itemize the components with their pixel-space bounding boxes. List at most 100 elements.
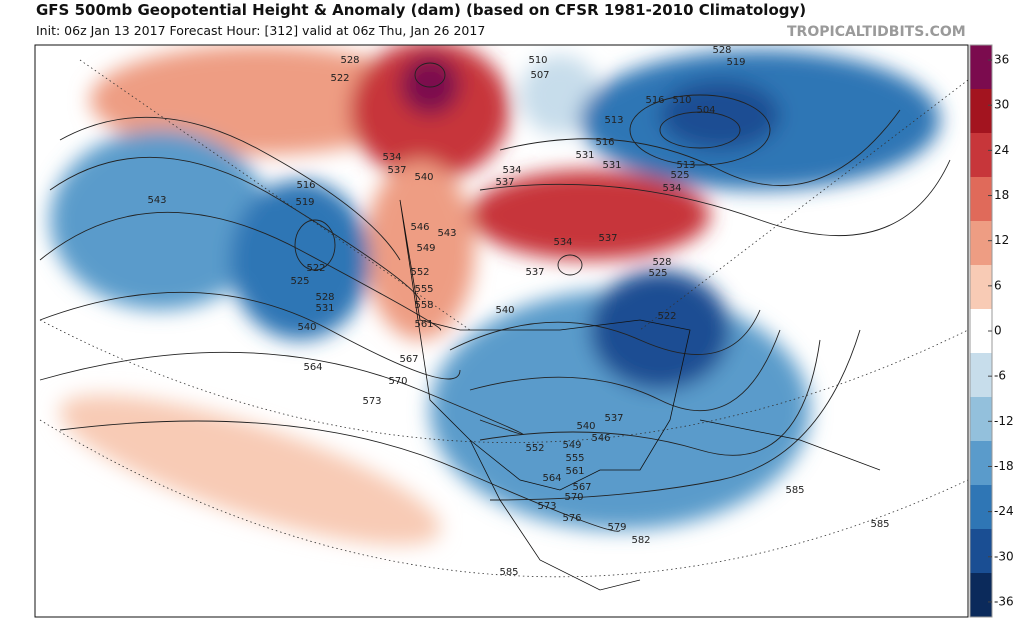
contour-label: 546	[410, 222, 429, 233]
colorbar-segment	[970, 309, 992, 354]
contour-label: 507	[530, 70, 549, 81]
graticule	[39, 59, 968, 578]
contour-label: 537	[525, 267, 544, 278]
contour-label: 576	[562, 513, 581, 524]
contour-label: 561	[565, 466, 584, 477]
contour-label: 564	[542, 473, 561, 484]
contour-label: 549	[416, 243, 435, 254]
contour-label: 513	[604, 115, 623, 126]
subtitle: Init: 06z Jan 13 2017 Forecast Hour: [31…	[36, 23, 485, 38]
contour-label: 534	[502, 165, 521, 176]
contour-label: 510	[672, 95, 691, 106]
contour-label: 561	[414, 319, 433, 330]
contour-label: 564	[303, 362, 322, 373]
contour-label: 525	[648, 268, 667, 279]
contour-label: 537	[495, 177, 514, 188]
colorbar-label: 12	[994, 233, 1009, 247]
colorbar-label: -18	[994, 459, 1014, 473]
colorbar-segment	[970, 397, 992, 442]
contour-label: 540	[495, 305, 514, 316]
contour-label: 537	[387, 165, 406, 176]
colorbar-segment	[970, 573, 992, 618]
colorbar-segment	[970, 441, 992, 486]
contour-label: 516	[645, 95, 664, 106]
contour-label: 552	[410, 267, 429, 278]
colorbar-label: 24	[994, 143, 1009, 157]
map-frame	[34, 44, 969, 618]
contour-label: 528	[315, 292, 334, 303]
title: GFS 500mb Geopotential Height & Anomaly …	[36, 1, 806, 19]
contour-label: 519	[726, 57, 745, 68]
colorbar-label: -36	[994, 594, 1014, 608]
colorbar-label: -24	[994, 504, 1014, 518]
colorbar-label: 6	[994, 278, 1002, 292]
contour-label: 528	[340, 55, 359, 66]
contour-label: 534	[662, 183, 681, 194]
contour-label: 528	[652, 257, 671, 268]
contour-label: 567	[572, 482, 591, 493]
contour-label: 540	[576, 421, 595, 432]
contour-label: 522	[330, 73, 349, 84]
contour-label: 516	[595, 137, 614, 148]
contour-label: 531	[315, 303, 334, 314]
contour-label: 585	[785, 485, 804, 496]
contour-label: 531	[575, 150, 594, 161]
colorbar-segment	[970, 529, 992, 574]
height-contours	[39, 62, 951, 532]
colorbar-segment	[970, 265, 992, 310]
contour-label: 543	[437, 228, 456, 239]
contour-label: 534	[382, 152, 401, 163]
contour-label: 582	[631, 535, 650, 546]
contour-label: 510	[528, 55, 547, 66]
contour-label: 522	[306, 263, 325, 274]
contour-label: 585	[870, 519, 889, 530]
colorbar-label: -12	[994, 414, 1014, 428]
contour-label: 555	[414, 284, 433, 295]
contour-label: 516	[296, 180, 315, 191]
colorbar-label: -30	[994, 549, 1014, 563]
colorbar-label: 30	[994, 98, 1009, 112]
colorbar-segment	[970, 221, 992, 266]
colorbar-segment	[970, 133, 992, 178]
contour-label: 537	[598, 233, 617, 244]
contour-label: 573	[362, 396, 381, 407]
colorbar-label: -6	[994, 369, 1006, 383]
colorbar-label: 18	[994, 188, 1009, 202]
colorbar-segment	[970, 89, 992, 134]
contour-label: 570	[388, 376, 407, 387]
colorbar-segment	[970, 485, 992, 530]
contour-label: 540	[297, 322, 316, 333]
contour-label: 546	[591, 433, 610, 444]
contour-label: 570	[564, 492, 583, 503]
contour-label: 519	[295, 197, 314, 208]
colorbar-segment	[970, 177, 992, 222]
contour-label: 504	[696, 105, 715, 116]
contour-label: 522	[657, 311, 676, 322]
contour-label: 537	[604, 413, 623, 424]
contour-label: 525	[670, 170, 689, 181]
contour-label: 585	[499, 567, 518, 578]
borders	[399, 199, 881, 591]
contour-label: 531	[602, 160, 621, 171]
colorbar-label: 0	[994, 324, 1002, 338]
contour-label: 555	[565, 453, 584, 464]
contour-label: 573	[537, 501, 556, 512]
contour-label: 540	[414, 172, 433, 183]
contour-label: 552	[525, 443, 544, 454]
contour-label: 534	[553, 237, 572, 248]
contour-label: 558	[414, 300, 433, 311]
colorbar-label: 36	[994, 53, 1009, 67]
contour-label: 579	[607, 522, 626, 533]
watermark: TROPICALTIDBITS.COM	[787, 24, 966, 40]
contour-label: 567	[399, 354, 418, 365]
colorbar-segment	[970, 45, 992, 90]
colorbar-segment	[970, 353, 992, 398]
contour-label: 549	[562, 440, 581, 451]
contour-label: 543	[147, 195, 166, 206]
contour-label: 513	[676, 160, 695, 171]
contour-label: 528	[712, 45, 731, 56]
anomaly-shading	[50, 45, 940, 546]
